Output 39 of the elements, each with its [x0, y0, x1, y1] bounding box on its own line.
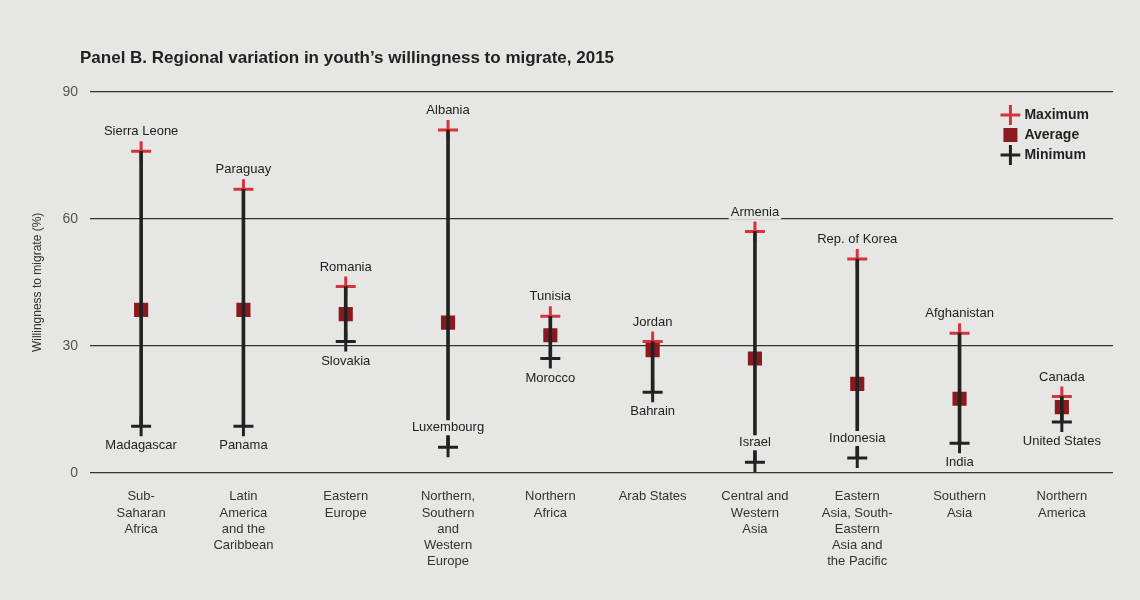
annotation: Sierra Leone — [103, 123, 179, 139]
x-tick-label: Latin America and the Caribbean — [213, 488, 274, 553]
annotation: United States — [1022, 433, 1102, 449]
annotation: Afghanistan — [925, 305, 994, 321]
annotation: Morocco — [525, 369, 576, 385]
x-tick-label: Northern America — [1036, 488, 1088, 520]
legend-label: Average — [1024, 125, 1080, 142]
y-tick-label: 0 — [70, 463, 79, 480]
annotation: Panama — [219, 437, 269, 453]
x-tick-label: Eastern Asia, South-Eastern Asia and the Pacific — [821, 488, 893, 569]
x-tick-label: Northern Africa — [525, 488, 576, 520]
annotation: India — [945, 454, 975, 470]
y-tick-label: 90 — [62, 82, 79, 99]
annotation: Luxembourg — [411, 419, 485, 435]
x-tick-label: Arab States — [618, 488, 688, 504]
y-tick-label: 60 — [62, 209, 79, 226]
legend-label: Minimum — [1024, 145, 1086, 162]
chart-title: Panel B. Regional variation in youth’s willingness to migrate, 2015 — [80, 48, 615, 68]
annotation: Madagascar — [105, 437, 178, 453]
legend-label: Maximum — [1024, 105, 1090, 122]
x-tick-label: Sub-Saharan Africa — [116, 488, 166, 536]
annotation: Bahrain — [630, 403, 676, 419]
y-tick-label: 30 — [62, 336, 79, 353]
y-axis-title: Willingness to migrate (%) — [29, 212, 44, 353]
annotation: Armenia — [730, 203, 780, 219]
annotation: Rep. of Korea — [817, 231, 899, 247]
x-tick-label: Northern, Southern and Western Europe — [420, 488, 476, 569]
annotation: Albania — [426, 102, 471, 118]
annotation: Paraguay — [215, 161, 272, 177]
x-tick-label: Central and Western Asia — [721, 488, 789, 536]
annotation: Jordan — [632, 313, 673, 329]
x-tick-label: Eastern Europe — [323, 488, 369, 520]
annotation: Canada — [1039, 368, 1086, 384]
x-tick-label: Southern Asia — [933, 488, 986, 520]
annotation: Slovakia — [321, 352, 372, 368]
annotation: Israel — [739, 434, 771, 450]
annotation: Tunisia — [529, 288, 572, 304]
annotation: Romania — [319, 258, 373, 274]
annotation: Indonesia — [829, 430, 887, 446]
